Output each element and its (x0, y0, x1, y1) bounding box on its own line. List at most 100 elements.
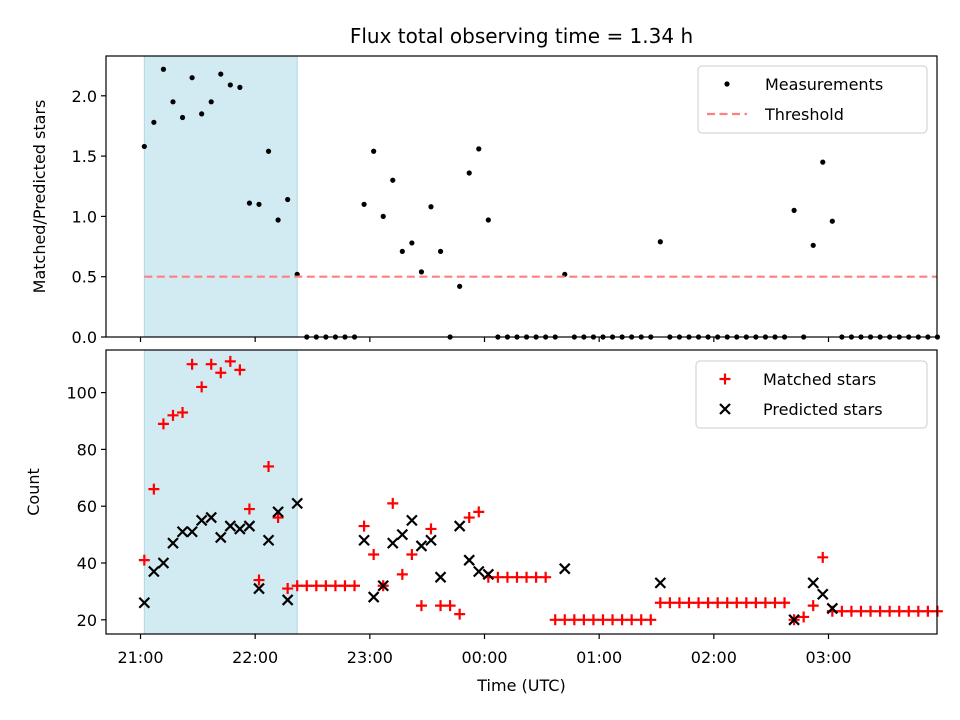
legend-box-1 (697, 65, 928, 134)
matched-stars-point (339, 580, 351, 592)
y-tick-label: 20 (77, 611, 97, 630)
predicted-stars-point (415, 540, 428, 552)
matched-stars-point (215, 367, 227, 379)
matched-stars-point (912, 605, 924, 617)
measurement-point (457, 283, 463, 289)
predicted-stars-point (434, 571, 447, 583)
matched-stars-point (845, 605, 857, 617)
matched-stars-point (138, 554, 150, 566)
matched-stars-point (865, 605, 877, 617)
predicted-stars-point (253, 582, 265, 595)
measurement-point (390, 177, 396, 183)
matched-stars-point (616, 614, 628, 626)
y-tick-label: 0.0 (72, 328, 97, 347)
matched-stars-point (712, 597, 724, 609)
matched-stars-point (148, 483, 160, 495)
matched-stars-point (186, 358, 198, 370)
matched-stars-point (626, 614, 638, 626)
predicted-stars-point (816, 588, 829, 601)
matched-stars-point (740, 597, 752, 609)
matched-stars-point (234, 364, 246, 376)
predicted-stars-point (425, 534, 437, 547)
matched-stars-point (664, 597, 676, 609)
matched-stars-point (521, 571, 533, 583)
measurement-point (466, 170, 472, 176)
predicted-stars-point (148, 565, 160, 578)
matched-stars-point (578, 614, 590, 626)
measurement-point (409, 240, 415, 246)
matched-stars-point (530, 571, 542, 583)
measurement-point (657, 239, 663, 245)
x-tick-label: 21:00 (117, 648, 163, 667)
predicted-stars-point (138, 596, 151, 609)
matched-stars-point (807, 600, 819, 612)
matched-stars-point (291, 580, 303, 592)
predicted-stars-point (176, 525, 189, 538)
matched-stars-point (282, 583, 294, 595)
y-axis-label: Count (24, 468, 43, 516)
predicted-stars-point (482, 568, 495, 581)
predicted-stars-point (243, 520, 256, 532)
matched-stars-point (597, 614, 609, 626)
predicted-stars-point (157, 557, 170, 569)
predicted-stars-point (788, 614, 800, 626)
matched-stars-point (272, 512, 284, 524)
predicted-stars-point (367, 591, 380, 603)
matched-stars-point (673, 597, 685, 609)
measurement-point (820, 159, 826, 165)
measurement-point (476, 146, 482, 152)
matched-stars-point (587, 614, 599, 626)
observing-span-1 (143, 55, 298, 338)
measurement-point (208, 99, 214, 105)
matched-stars-point (263, 460, 275, 472)
predicted-stars-point (807, 577, 819, 589)
measurement-point (275, 217, 281, 223)
measurement-point (437, 248, 444, 254)
matched-stars-point (167, 409, 179, 421)
matched-stars-point (922, 605, 934, 617)
measurement-point (829, 218, 835, 224)
y-tick-label: 0.5 (72, 268, 97, 287)
measurement-point (151, 119, 157, 125)
matched-stars-point (645, 614, 657, 626)
predicted-stars-point (195, 514, 208, 527)
matched-stars-point (435, 600, 447, 612)
measurement-point (160, 66, 167, 72)
predicted-stars-point (186, 525, 198, 538)
matched-stars-point (157, 418, 169, 430)
matched-stars-point (463, 512, 475, 524)
matched-stars-point (893, 605, 905, 617)
measurement-point (265, 148, 272, 154)
matched-stars-point (855, 605, 867, 617)
matched-stars-point (425, 523, 437, 535)
predicted-stars-point (281, 594, 294, 606)
matched-stars-point (769, 597, 781, 609)
matched-stars-point (301, 580, 313, 592)
matched-stars-point (320, 580, 332, 592)
measurement-point (371, 148, 377, 154)
x-tick-label: 01:00 (576, 648, 622, 667)
measurement-point (170, 99, 176, 105)
matched-stars-point (253, 574, 265, 586)
matched-stars-point (731, 597, 743, 609)
matched-stars-point (511, 571, 523, 583)
matched-stars-point (224, 355, 236, 367)
y-tick-label: 60 (77, 497, 97, 516)
predicted-stars-point (272, 506, 284, 518)
measurement-point (485, 217, 491, 223)
x-tick-label: 02:00 (691, 648, 737, 667)
predicted-stars-point (291, 497, 303, 510)
measurement-point (361, 201, 367, 207)
y-tick-label: 80 (77, 440, 97, 459)
matched-stars-point (693, 597, 705, 609)
predicted-stars-point (358, 534, 370, 547)
matched-stars-point (635, 614, 647, 626)
x-tick-label: 03:00 (805, 648, 851, 667)
matched-stars-point (196, 381, 208, 393)
measurement-point (418, 269, 425, 275)
matched-stars-point (549, 614, 561, 626)
measurement-point (399, 248, 405, 254)
x-tick-label: 22:00 (232, 648, 278, 667)
matched-stars-point (243, 503, 255, 515)
matched-stars-point (903, 605, 915, 617)
